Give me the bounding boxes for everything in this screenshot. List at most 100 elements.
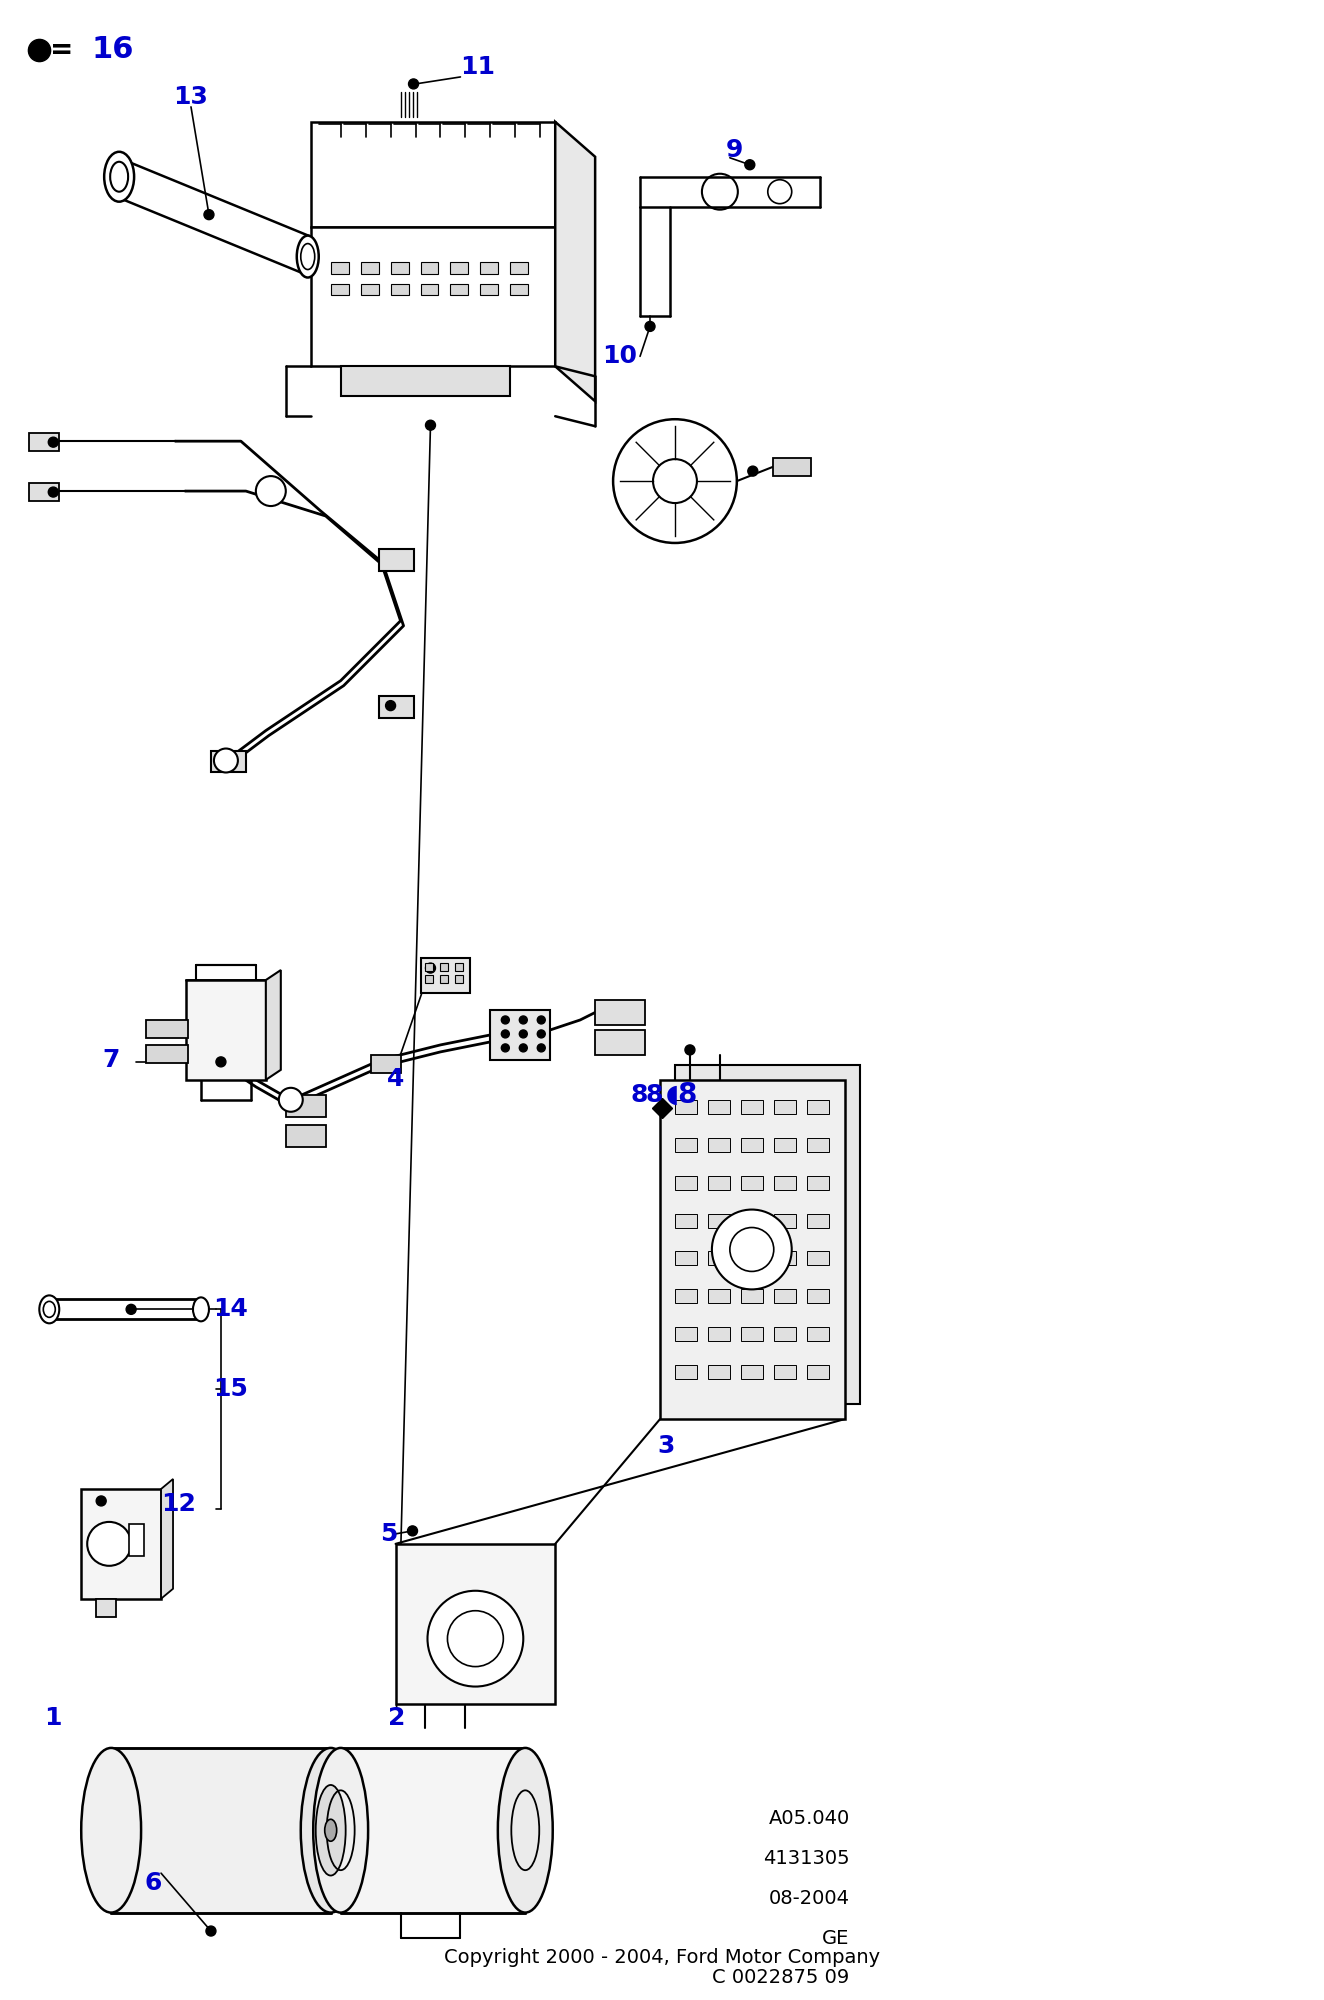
Ellipse shape [301,1748,360,1912]
Bar [741,1366,763,1380]
Bar [185,980,266,1080]
Polygon shape [266,970,281,1080]
Bar [675,1290,696,1304]
Bar [675,1328,696,1342]
Bar [146,1044,188,1062]
Bar [806,1176,829,1190]
Ellipse shape [40,1296,60,1324]
Bar [81,1488,162,1598]
Bar [806,1290,829,1304]
Circle shape [207,1926,216,1936]
Bar [773,1366,796,1380]
Polygon shape [675,1064,859,1404]
Text: =: = [49,36,73,64]
Circle shape [685,1044,695,1054]
Bar [596,1000,645,1024]
Bar [146,1020,188,1038]
Bar [391,284,409,296]
Ellipse shape [297,236,319,278]
Bar [773,1138,796,1152]
Circle shape [538,1044,545,1052]
Bar [773,1252,796,1266]
Text: 3: 3 [657,1434,675,1458]
Bar [379,696,413,718]
Ellipse shape [324,1820,336,1842]
Text: A05.040: A05.040 [768,1808,850,1828]
Bar [360,262,379,274]
Bar [29,434,60,452]
Circle shape [214,748,238,772]
Bar [708,1138,730,1152]
Bar [596,1030,645,1054]
Bar [421,284,438,296]
Bar [708,1252,730,1266]
Bar [806,1366,829,1380]
Text: 8: 8 [645,1082,663,1106]
Bar [806,1138,829,1152]
Circle shape [279,1088,303,1112]
Bar [391,262,409,274]
Bar [441,976,449,984]
Circle shape [385,700,396,710]
Circle shape [538,1016,545,1024]
Bar [510,284,528,296]
Polygon shape [311,122,555,226]
Bar [286,1094,326,1116]
Circle shape [519,1016,527,1024]
Bar [708,1214,730,1228]
Bar [675,1366,696,1380]
Circle shape [538,1030,545,1038]
Bar [708,1290,730,1304]
Bar [111,1748,331,1914]
Text: 12: 12 [162,1492,196,1516]
Text: 6: 6 [144,1872,162,1896]
Bar [29,484,60,502]
Bar [455,976,463,984]
Bar [331,262,348,274]
Ellipse shape [105,152,134,202]
Text: 9: 9 [726,138,744,162]
Text: 16: 16 [91,36,134,64]
Text: 1: 1 [45,1706,62,1730]
Text: 2: 2 [388,1706,405,1730]
Bar [421,958,470,994]
Bar [773,1290,796,1304]
Circle shape [502,1044,510,1052]
Bar [741,1176,763,1190]
Circle shape [645,322,655,332]
Bar [211,750,246,772]
Circle shape [425,420,436,430]
Circle shape [519,1044,527,1052]
Circle shape [126,1304,136,1314]
Bar [379,548,413,570]
Circle shape [256,476,286,506]
Bar [510,262,528,274]
Bar [441,964,449,972]
Text: 8: 8 [677,1080,696,1108]
Bar [340,366,510,396]
Circle shape [502,1016,510,1024]
Bar [450,284,469,296]
Bar [371,1054,401,1072]
Bar [481,284,498,296]
Circle shape [204,210,214,220]
Circle shape [519,1030,527,1038]
Ellipse shape [81,1748,142,1912]
Circle shape [745,160,755,170]
Bar [675,1138,696,1152]
Text: 08-2004: 08-2004 [769,1888,850,1908]
Polygon shape [311,226,555,366]
Bar [773,1100,796,1114]
Ellipse shape [315,1784,346,1876]
Bar [331,284,348,296]
Bar [675,1252,696,1266]
Bar [421,262,438,274]
Bar [481,262,498,274]
Circle shape [659,1102,669,1112]
Bar [741,1290,763,1304]
Bar [286,1124,326,1146]
Text: 10: 10 [602,344,638,368]
Bar [741,1138,763,1152]
Bar [708,1366,730,1380]
Bar [675,1214,696,1228]
